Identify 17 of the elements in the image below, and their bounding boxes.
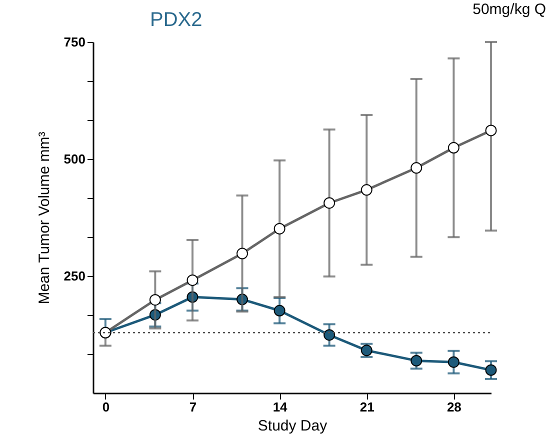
- x-tick-label: 21: [360, 400, 374, 414]
- chart-title: PDX2: [150, 9, 202, 31]
- x-tick-label: 7: [189, 400, 197, 414]
- x-tick-label: 14: [272, 400, 288, 414]
- point: [410, 354, 422, 366]
- point: [485, 364, 497, 376]
- x-axis-title: Study Day: [258, 418, 328, 434]
- y-axis-title: Mean Tumor Volume mm³: [36, 132, 53, 304]
- y-tick-label: 500: [64, 152, 86, 166]
- point: [448, 356, 460, 368]
- point: [324, 329, 336, 341]
- y-tick-label: 750: [64, 34, 86, 50]
- x-tick-label: 0: [102, 400, 110, 414]
- point: [274, 304, 286, 316]
- text: 50mg/kg Q: [472, 1, 546, 18]
- y-tick-label: 250: [64, 268, 86, 284]
- x-tick-label: 28: [446, 400, 462, 414]
